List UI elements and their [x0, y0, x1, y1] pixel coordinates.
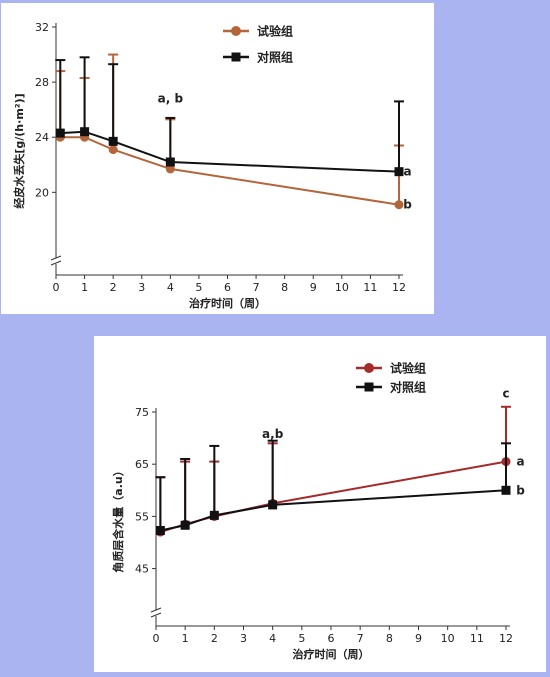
- legend-marker: [231, 52, 241, 62]
- y-axis-title: 经皮水丢失[g/(h·m²)]: [12, 93, 26, 208]
- legend-label: 对照组: [257, 50, 293, 65]
- legend-label: 试验组: [390, 361, 426, 376]
- x-tick-label: 9: [415, 632, 422, 645]
- axis-break-mark: [150, 607, 162, 613]
- x-tick-label: 10: [335, 281, 349, 294]
- significance-label: a: [517, 455, 525, 469]
- chart-1-svg: 0 1 2 3 4 5 6 7 8 9 10 11 1220242832治疗时间（周）经皮水丢失[g/(…: [12, 21, 412, 310]
- x-tick-label: 0: [53, 281, 60, 294]
- data-point: [55, 128, 65, 138]
- y-axis-title: 角质层含水量（a.u）: [111, 465, 125, 572]
- data-point: [108, 145, 118, 155]
- x-tick-label: 8: [386, 632, 393, 645]
- axis-break-mark: [50, 255, 62, 261]
- data-point: [155, 525, 165, 535]
- series-1: [55, 53, 404, 210]
- x-tick-label: 8: [281, 281, 288, 294]
- x-tick-label: 11: [470, 632, 484, 645]
- data-point: [165, 157, 175, 167]
- data-point: [394, 167, 404, 177]
- chart-panel-1: 0 1 2 3 4 5 6 7 8 9 10 11 12 20 24 28 32 治疗时间（周） 经皮水丢失[g/(…: [1, 3, 434, 314]
- significance-label: a, b: [158, 92, 184, 106]
- x-tick-label: 5: [298, 632, 305, 645]
- legend-label: 对照组: [390, 380, 426, 395]
- legend-label: 试验组: [257, 24, 293, 39]
- x-axis-title: 治疗时间（周）: [293, 647, 370, 661]
- significance-label: a: [404, 165, 412, 179]
- significance-label: b: [403, 198, 412, 212]
- axis-break-gap: [51, 258, 61, 264]
- x-tick-label: 0: [153, 632, 160, 645]
- data-point: [180, 520, 190, 530]
- data-point: [268, 500, 278, 510]
- significance-label: b: [516, 483, 525, 497]
- series-2: [155, 439, 511, 535]
- chart-panel-2: 0 1 2 3 4 5 6 7 8 9 10 11 12 45 55 65 75 治疗时间（周） 角质层含水量（a.…: [94, 336, 546, 672]
- x-tick-label: 2: [110, 281, 117, 294]
- x-tick-label: 4: [167, 281, 174, 294]
- x-tick-label: 1: [182, 632, 189, 645]
- x-tick-label: 7: [253, 281, 260, 294]
- significance-label: a,b: [262, 427, 284, 441]
- series-line: [160, 489, 507, 532]
- data-point: [80, 127, 90, 137]
- x-tick-label: 3: [138, 281, 145, 294]
- y-tick-label: 28: [35, 76, 49, 89]
- x-tick-label: 9: [310, 281, 317, 294]
- x-tick-label: 5: [195, 281, 202, 294]
- x-tick-label: 3: [240, 632, 247, 645]
- y-tick-label: 20: [35, 186, 49, 199]
- x-tick-label: 4: [269, 632, 276, 645]
- x-tick-label: 12: [392, 281, 406, 294]
- legend-marker: [364, 363, 374, 373]
- y-tick-label: 65: [135, 458, 149, 471]
- y-tick-label: 24: [35, 131, 49, 144]
- x-tick-label: 10: [441, 632, 455, 645]
- data-point: [108, 136, 118, 146]
- series-line: [160, 460, 507, 534]
- axis-break-mark: [50, 260, 62, 266]
- x-tick-label: 7: [357, 632, 364, 645]
- x-axis-title: 治疗时间（周）: [189, 296, 266, 310]
- axis-break-gap: [151, 610, 161, 616]
- legend-marker: [231, 26, 241, 36]
- data-point: [501, 485, 511, 495]
- y-tick-label: 32: [35, 21, 49, 34]
- y-tick-label: 75: [135, 406, 149, 419]
- data-point: [165, 164, 175, 174]
- legend-marker: [364, 382, 374, 392]
- x-tick-label: 6: [224, 281, 231, 294]
- x-tick-label: 2: [211, 632, 218, 645]
- x-tick-label: 12: [499, 632, 513, 645]
- x-tick-label: 1: [81, 281, 88, 294]
- data-point: [209, 510, 219, 520]
- x-tick-label: 11: [363, 281, 377, 294]
- chart-2-svg: 0 1 2 3 4 5 6 7 8 9 10 11 1245556575治疗时间（周）角质层含水量（a.…: [111, 361, 525, 662]
- y-tick-label: 45: [135, 563, 149, 576]
- data-point: [394, 200, 404, 210]
- y-tick-label: 55: [135, 510, 149, 523]
- x-tick-label: 6: [328, 632, 335, 645]
- series-2: [55, 56, 404, 177]
- axis-break-mark: [150, 612, 162, 618]
- significance-label: c: [502, 387, 509, 401]
